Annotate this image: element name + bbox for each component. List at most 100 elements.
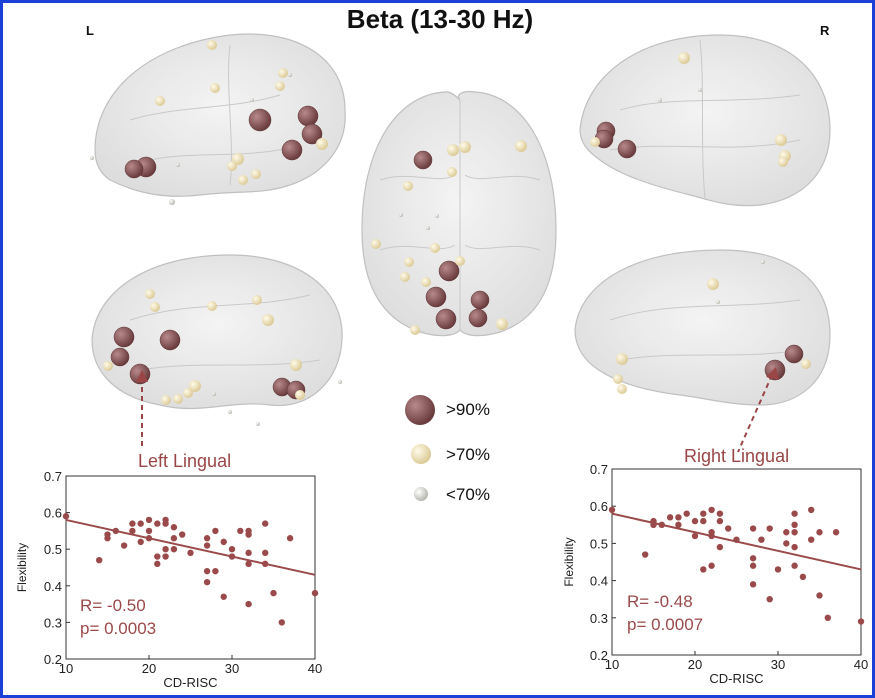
data-point	[766, 596, 773, 603]
data-point	[783, 540, 790, 547]
data-point	[857, 618, 865, 625]
data-point	[203, 567, 211, 575]
data-point	[120, 542, 128, 549]
data-point	[262, 520, 269, 527]
data-point	[708, 562, 715, 569]
brain-node	[617, 384, 627, 394]
brain-node	[252, 295, 262, 305]
x-tick-label: 10	[605, 657, 619, 672]
right-lingual-label: Right Lingual	[684, 446, 790, 466]
brain-node	[212, 392, 216, 396]
brain-node	[338, 380, 342, 384]
brain-node	[658, 98, 662, 102]
brain-node	[698, 88, 702, 92]
brain-node	[113, 326, 135, 348]
legend-marker-below-70	[414, 487, 428, 501]
data-point	[791, 529, 798, 536]
brain-node	[176, 163, 180, 167]
data-point	[824, 614, 831, 621]
data-point	[832, 529, 840, 536]
brain-node	[169, 199, 175, 205]
data-point	[791, 510, 798, 517]
brain-node	[161, 395, 171, 405]
brain-node	[455, 256, 465, 266]
y-tick-label: 0.4	[44, 579, 62, 594]
brain-node	[295, 390, 305, 400]
y-axis-label: Flexibility	[15, 543, 29, 592]
legend-marker-70	[411, 444, 431, 464]
data-point	[749, 562, 757, 569]
brain-node	[207, 301, 217, 311]
brain-node	[778, 157, 788, 167]
data-point	[708, 506, 715, 514]
data-point	[203, 535, 211, 542]
data-point	[700, 510, 707, 517]
brain-node	[761, 260, 765, 264]
data-point	[749, 581, 757, 588]
data-point	[725, 525, 732, 532]
brain-node	[430, 243, 440, 253]
brain-node	[173, 394, 183, 404]
data-point	[791, 521, 798, 528]
brain-node	[613, 374, 623, 384]
data-point	[733, 536, 740, 543]
data-point	[278, 619, 285, 626]
r-statistic: R= -0.48	[627, 592, 693, 611]
data-point	[716, 543, 724, 551]
y-tick-label: 0.3	[590, 611, 608, 626]
left-lingual-label: Left Lingual	[138, 451, 232, 471]
brain-node	[103, 361, 113, 371]
legend-label-90: >90%	[446, 400, 490, 419]
p-statistic: p= 0.0003	[80, 619, 156, 638]
brain-node	[468, 308, 488, 328]
data-point	[137, 520, 144, 527]
data-point	[220, 538, 227, 546]
brain-node	[801, 359, 811, 369]
brain-top	[361, 90, 557, 337]
brain-node	[155, 96, 165, 106]
brain-node	[110, 347, 130, 367]
brain-node	[371, 239, 381, 249]
data-point	[311, 589, 319, 597]
data-point	[245, 531, 252, 538]
y-tick-label: 0.7	[44, 469, 62, 484]
y-tick-label: 0.3	[44, 615, 62, 630]
data-point	[808, 506, 815, 514]
brain-node	[617, 139, 637, 159]
data-point	[262, 560, 269, 568]
data-point	[245, 549, 252, 557]
brain-right-lateral	[579, 34, 831, 207]
data-point	[129, 520, 136, 527]
brain-node	[399, 213, 403, 217]
data-point	[708, 532, 715, 540]
data-point	[145, 527, 153, 535]
brain-node	[447, 167, 457, 177]
data-point	[700, 517, 707, 525]
x-axis-label: CD-RISC	[163, 675, 217, 690]
left-arrowhead	[136, 370, 148, 382]
data-point	[179, 531, 186, 538]
brain-node	[238, 175, 248, 185]
legend-marker-90	[405, 395, 435, 425]
x-tick-label: 20	[142, 661, 156, 676]
data-point	[137, 538, 144, 546]
y-tick-label: 0.6	[590, 499, 608, 514]
brain-node	[404, 257, 414, 267]
plot-area	[65, 475, 316, 660]
y-tick-label: 0.7	[590, 462, 608, 477]
data-point	[716, 517, 724, 525]
brain-node	[716, 300, 720, 304]
data-point	[154, 560, 161, 568]
y-tick-label: 0.2	[44, 652, 62, 667]
data-point	[816, 592, 823, 599]
data-point	[203, 578, 211, 586]
data-point	[220, 593, 227, 600]
data-point	[691, 532, 699, 540]
data-point	[228, 553, 236, 560]
data-point	[162, 553, 169, 560]
brain-node	[275, 81, 285, 91]
x-tick-label: 20	[688, 657, 702, 672]
